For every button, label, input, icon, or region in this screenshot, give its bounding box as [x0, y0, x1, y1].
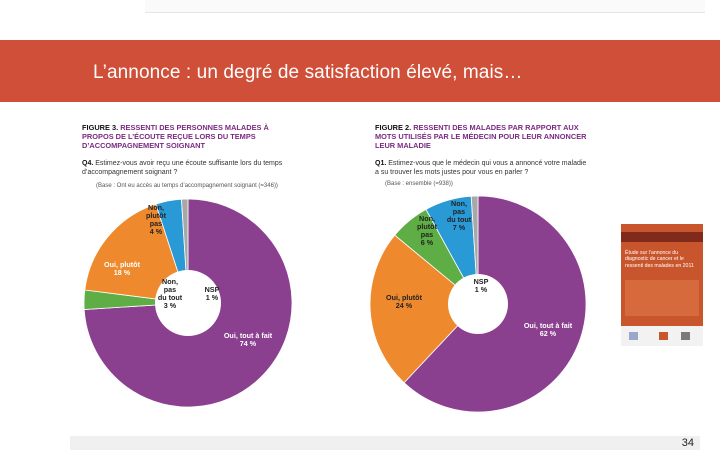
figure3-donut-chart: Oui, tout à fait 74 % Non, pas du tout 3 % Oui… — [83, 198, 293, 408]
figure2-question: Q1. Estimez-vous que le médecin qui vous… — [375, 160, 590, 177]
donut-hole — [448, 274, 508, 334]
figure3-question: Q4. Estimez-vous avoir reçu une écoute s… — [82, 160, 312, 177]
report-cover-footer — [621, 326, 703, 346]
figure2-question-text: Estimez-vous que le médecin qui vous a a… — [375, 160, 587, 176]
label-non-pas-du-tout: Non, pas du tout 7 % — [447, 199, 472, 232]
label-nsp: NSP 1 % — [205, 285, 220, 302]
figure3-title: FIGURE 3. RESSENTI DES PERSONNES MALADES… — [82, 123, 297, 150]
figure2-base: (Base : ensemble (=938)) — [385, 181, 453, 187]
logo-icon — [681, 332, 690, 340]
logo-icon — [629, 332, 638, 340]
label-non-plutot-pas: Non, plutôt pas 4 % — [146, 203, 167, 236]
figure2-heading: RESSENTI DES MALADES PAR RAPPORT AUX MOT… — [375, 123, 587, 150]
label-non-pas-du-tout: Non, pas du tout 3 % — [158, 277, 183, 310]
figure3-question-text: Estimez-vous avoir reçu une écoute suffi… — [82, 160, 283, 176]
figure2-question-number: Q1. — [375, 160, 387, 167]
donut-hole — [155, 270, 221, 336]
slide-title: L’annonce : un degré de satisfaction éle… — [93, 62, 523, 83]
report-cover-band — [621, 232, 703, 242]
label-oui-plutot: Oui, plutôt 18 % — [104, 260, 141, 277]
report-cover-graphic — [625, 280, 699, 316]
figure2-label: FIGURE 2. — [375, 123, 412, 132]
page-number: 34 — [681, 437, 694, 449]
label-nsp: NSP 1 % — [474, 277, 489, 294]
label-oui-tout-a-fait: Oui, tout à fait 74 % — [224, 331, 273, 348]
figure3-label: FIGURE 3. — [82, 123, 119, 132]
footer-bar — [70, 436, 700, 450]
label-non-plutot-pas: Non, plutôt pas 6 % — [417, 214, 438, 247]
title-banner — [0, 40, 720, 102]
report-cover-title: Étude sur l’annonce du diagnostic de can… — [625, 250, 694, 269]
figure3-base: (Base : Ont eu accès au temps d’accompag… — [96, 183, 278, 189]
top-rule — [145, 0, 705, 13]
report-cover-thumbnail: Étude sur l’annonce du diagnostic de can… — [621, 224, 703, 346]
logo-icon — [659, 332, 668, 340]
label-oui-tout-a-fait: Oui, tout à fait 62 % — [524, 321, 573, 338]
figure3-question-number: Q4. — [82, 160, 94, 167]
figure3-heading: RESSENTI DES PERSONNES MALADES À PROPOS … — [82, 123, 269, 150]
figure2-title: FIGURE 2. RESSENTI DES MALADES PAR RAPPO… — [375, 123, 590, 150]
slice-oui-plutot — [369, 234, 479, 384]
label-oui-plutot: Oui, plutôt 24 % — [386, 293, 423, 310]
figure2-donut-chart: Oui, tout à fait 62 % Oui, plutôt 24 % Non, p… — [369, 195, 587, 413]
